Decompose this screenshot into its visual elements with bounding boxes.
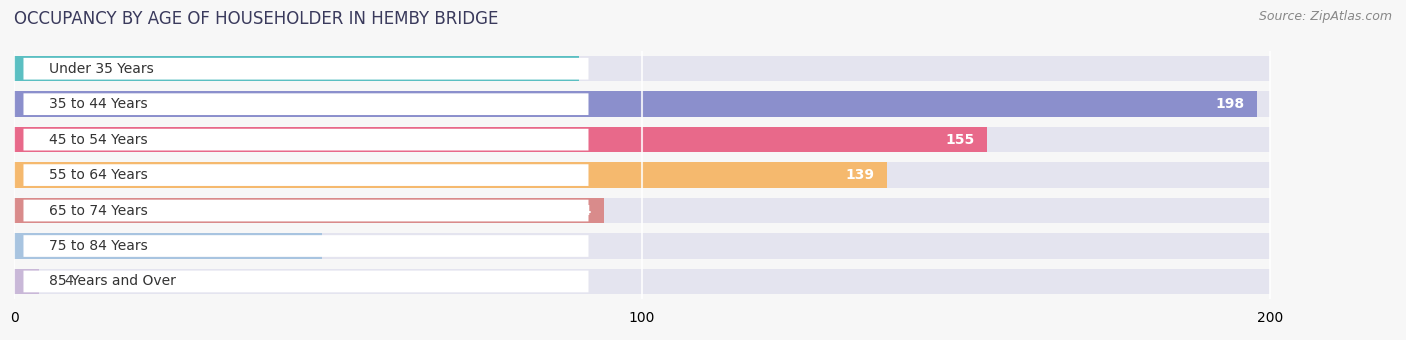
Bar [14,269,1270,294]
Bar [14,233,322,259]
Bar [14,198,1270,223]
Bar [14,127,1270,152]
Bar [14,269,39,294]
FancyBboxPatch shape [24,94,589,115]
Bar [14,162,1270,188]
FancyBboxPatch shape [24,164,589,186]
Text: Under 35 Years: Under 35 Years [49,62,153,76]
Text: 85 Years and Over: 85 Years and Over [49,274,176,288]
Bar [14,56,1270,82]
FancyBboxPatch shape [24,129,589,151]
Text: 75 to 84 Years: 75 to 84 Years [49,239,148,253]
Text: 35 to 44 Years: 35 to 44 Years [49,97,148,111]
Text: 55 to 64 Years: 55 to 64 Years [49,168,148,182]
Bar [14,233,1270,259]
Text: 94: 94 [572,204,592,218]
FancyBboxPatch shape [24,271,589,292]
Text: Source: ZipAtlas.com: Source: ZipAtlas.com [1258,10,1392,23]
Text: 139: 139 [845,168,875,182]
Text: 90: 90 [547,62,567,76]
Text: 155: 155 [945,133,974,147]
Text: 65 to 74 Years: 65 to 74 Years [49,204,148,218]
FancyBboxPatch shape [24,200,589,221]
Bar [14,127,987,152]
FancyBboxPatch shape [24,58,589,80]
Text: 49: 49 [290,239,309,253]
FancyBboxPatch shape [24,235,589,257]
Text: OCCUPANCY BY AGE OF HOUSEHOLDER IN HEMBY BRIDGE: OCCUPANCY BY AGE OF HOUSEHOLDER IN HEMBY… [14,10,499,28]
Text: 45 to 54 Years: 45 to 54 Years [49,133,148,147]
Bar [14,162,887,188]
Bar [14,198,605,223]
Bar [14,91,1257,117]
Bar [14,56,579,82]
Text: 198: 198 [1215,97,1244,111]
Text: 4: 4 [65,274,73,288]
Bar [14,91,1270,117]
